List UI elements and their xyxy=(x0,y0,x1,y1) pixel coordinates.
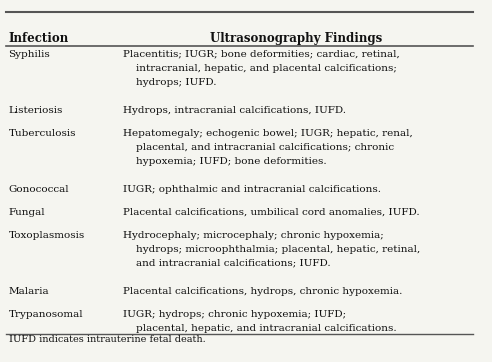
Text: intracranial, hepatic, and placental calcifications;: intracranial, hepatic, and placental cal… xyxy=(123,64,397,73)
Text: and intracranial calcifications; IUFD.: and intracranial calcifications; IUFD. xyxy=(123,259,331,268)
Text: Placentitis; IUGR; bone deformities; cardiac, retinal,: Placentitis; IUGR; bone deformities; car… xyxy=(123,50,400,59)
Text: Toxoplasmosis: Toxoplasmosis xyxy=(8,231,85,240)
Text: Tuberculosis: Tuberculosis xyxy=(8,129,76,138)
Text: Hydrops, intracranial calcifications, IUFD.: Hydrops, intracranial calcifications, IU… xyxy=(123,106,346,115)
Text: hypoxemia; IUFD; bone deformities.: hypoxemia; IUFD; bone deformities. xyxy=(123,157,326,166)
Text: Malaria: Malaria xyxy=(8,287,49,296)
Text: Gonococcal: Gonococcal xyxy=(8,185,69,194)
Text: IUGR; ophthalmic and intracranial calcifications.: IUGR; ophthalmic and intracranial calcif… xyxy=(123,185,381,194)
Text: Ultrasonography Findings: Ultrasonography Findings xyxy=(211,32,383,45)
Text: placental, and intracranial calcifications; chronic: placental, and intracranial calcificatio… xyxy=(123,143,394,152)
Text: IUFD indicates intrauterine fetal death.: IUFD indicates intrauterine fetal death. xyxy=(8,336,205,345)
Text: Hepatomegaly; echogenic bowel; IUGR; hepatic, renal,: Hepatomegaly; echogenic bowel; IUGR; hep… xyxy=(123,129,412,138)
Text: hydrops; microophthalmia; placental, hepatic, retinal,: hydrops; microophthalmia; placental, hep… xyxy=(123,245,420,254)
Text: Fungal: Fungal xyxy=(8,208,45,217)
Text: placental, hepatic, and intracranial calcifications.: placental, hepatic, and intracranial cal… xyxy=(123,324,397,333)
Text: Placental calcifications, umbilical cord anomalies, IUFD.: Placental calcifications, umbilical cord… xyxy=(123,208,419,217)
Text: Trypanosomal: Trypanosomal xyxy=(8,310,83,319)
Text: hydrops; IUFD.: hydrops; IUFD. xyxy=(123,78,216,87)
Text: Infection: Infection xyxy=(8,32,69,45)
Text: Placental calcifications, hydrops, chronic hypoxemia.: Placental calcifications, hydrops, chron… xyxy=(123,287,402,296)
Text: Hydrocephaly; microcephaly; chronic hypoxemia;: Hydrocephaly; microcephaly; chronic hypo… xyxy=(123,231,384,240)
Text: Listeriosis: Listeriosis xyxy=(8,106,63,115)
Text: IUGR; hydrops; chronic hypoxemia; IUFD;: IUGR; hydrops; chronic hypoxemia; IUFD; xyxy=(123,310,346,319)
Text: Syphilis: Syphilis xyxy=(8,50,50,59)
